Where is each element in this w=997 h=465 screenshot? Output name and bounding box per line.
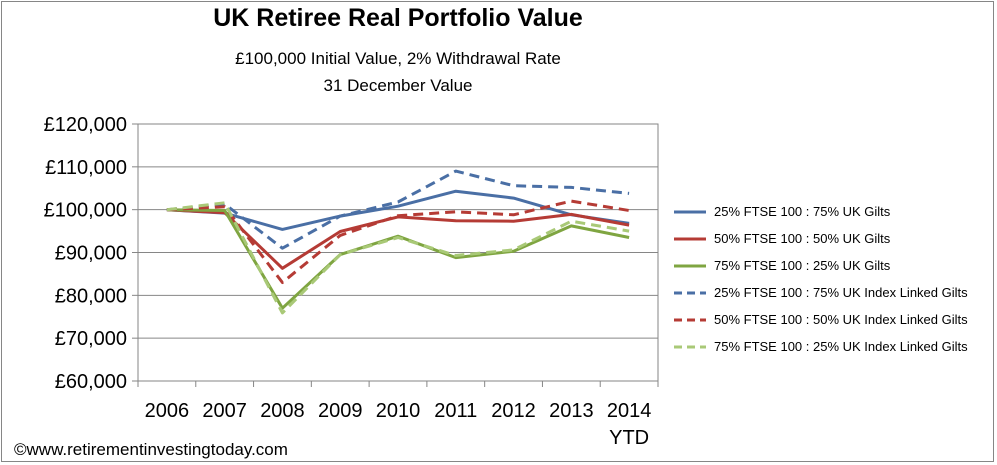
legend-swatch	[674, 291, 706, 294]
x-tick-label: 2013	[549, 400, 594, 422]
legend-item: 75% FTSE 100 : 25% UK Gilts	[672, 252, 968, 279]
x-tick-sublabel: YTD	[609, 427, 649, 449]
y-tick-label: £110,000	[45, 157, 127, 179]
chart-subtitle-line-1: £100,000 Initial Value, 2% Withdrawal Ra…	[235, 49, 561, 68]
legend-swatch	[674, 345, 706, 348]
legend-swatch	[674, 264, 706, 267]
y-tick-label: £100,000	[44, 200, 127, 222]
x-tick-label: 2008	[260, 400, 305, 422]
legend-label: 50% FTSE 100 : 50% UK Gilts	[714, 231, 891, 246]
tick-labels: £60,000 £70,000 £80,000 £90,000 £100,000 £110…	[44, 114, 652, 449]
x-tick-label: 2014	[607, 400, 652, 422]
y-tick-label: £120,000	[44, 114, 127, 136]
legend-label: 25% FTSE 100 : 75% UK Index Linked Gilts	[714, 285, 968, 300]
legend-item: 25% FTSE 100 : 75% UK Index Linked Gilts	[672, 279, 968, 306]
chart-title: UK Retiree Real Portfolio Value	[213, 4, 583, 32]
series-line-5	[166, 199, 630, 284]
y-tick-label: £80,000	[55, 285, 127, 307]
legend-label: 50% FTSE 100 : 50% UK Index Linked Gilts	[714, 312, 968, 327]
gridlines	[138, 123, 658, 382]
plot-area-border	[137, 123, 659, 382]
copyright-text: ©www.retirementinvestingtoday.com	[14, 440, 288, 459]
legend-label: 75% FTSE 100 : 25% UK Gilts	[714, 258, 891, 273]
legend-item: 75% FTSE 100 : 25% UK Index Linked Gilts	[672, 333, 968, 360]
x-tick-label: 2010	[376, 400, 421, 422]
legend-item: 50% FTSE 100 : 50% UK Gilts	[672, 225, 968, 252]
legend-item: 50% FTSE 100 : 50% UK Index Linked Gilts	[672, 306, 968, 333]
series-line-6	[166, 201, 630, 315]
y-tick-label: £70,000	[55, 328, 127, 350]
series-line-4	[166, 169, 630, 250]
x-tick-label: 2011	[434, 400, 477, 422]
legend-swatch	[674, 318, 706, 321]
legend-label: 75% FTSE 100 : 25% UK Index Linked Gilts	[714, 339, 968, 354]
legend-swatch	[674, 210, 706, 213]
chart-legend: 25% FTSE 100 : 75% UK Gilts 50% FTSE 100 …	[672, 198, 968, 360]
x-tick-label: 2012	[491, 400, 536, 422]
legend-item: 25% FTSE 100 : 75% UK Gilts	[672, 198, 968, 225]
series-lines	[166, 169, 630, 315]
chart-subtitle-line-2: 31 December Value	[323, 76, 473, 95]
legend-swatch	[674, 237, 706, 240]
x-tick-label: 2009	[318, 400, 363, 422]
x-tick-label: 2006	[145, 400, 190, 422]
legend-label: 25% FTSE 100 : 75% UK Gilts	[714, 204, 891, 219]
x-tick-label: 2007	[202, 400, 247, 422]
y-tick-label: £60,000	[55, 371, 127, 393]
axes	[132, 123, 659, 387]
y-tick-label: £90,000	[55, 243, 127, 265]
